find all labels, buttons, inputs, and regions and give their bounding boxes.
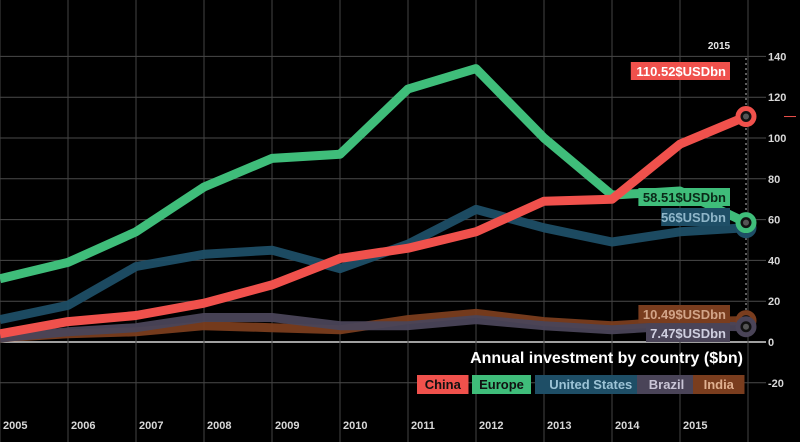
chart-title: Annual investment by country ($bn) xyxy=(470,350,743,367)
end-marker-dot xyxy=(743,323,749,330)
x-tick-label: 2007 xyxy=(139,420,163,432)
x-tick-label: 2011 xyxy=(411,420,435,432)
end-markers: 110.52$USDbn 58.51$USDbn 56$USDbn 7.47$USDb… xyxy=(630,62,796,342)
legend-swatch xyxy=(535,375,647,394)
legend-item-brazil[interactable]: Brazil xyxy=(637,375,696,394)
legend-swatch xyxy=(417,375,469,394)
legend-item-india[interactable]: India xyxy=(693,375,745,394)
legend-label: China xyxy=(425,377,462,392)
y-tick-label: 20 xyxy=(768,296,780,308)
end-marker-dot xyxy=(743,219,749,226)
end-label-europe: 58.51$USDbn xyxy=(638,188,730,206)
series-line-china xyxy=(0,112,748,339)
x-tick-label: 2005 xyxy=(3,420,27,432)
series-line-europe xyxy=(0,64,748,284)
end-label-bg xyxy=(630,62,730,80)
end-marker-dot xyxy=(743,113,749,120)
end-label-text: 110.52$USDbn xyxy=(636,64,726,79)
y-tick-label: 100 xyxy=(768,133,786,145)
legend-swatch xyxy=(637,375,696,394)
legend-label: Europe xyxy=(479,377,524,392)
legend-item-united-states[interactable]: United States xyxy=(535,375,647,394)
end-label-bg xyxy=(638,305,730,323)
y-tick-label: 120 xyxy=(768,92,786,104)
series-line-brazil xyxy=(0,313,747,343)
end-label-text: 58.51$USDbn xyxy=(643,190,726,205)
end-label-bg xyxy=(661,208,730,226)
x-tick-label: 2009 xyxy=(275,420,299,432)
x-tick-label: 2013 xyxy=(547,420,571,432)
y-tick-label: 40 xyxy=(768,255,780,267)
legend: China Europe United States Brazil India xyxy=(417,375,745,394)
legend-item-europe[interactable]: Europe xyxy=(472,375,531,394)
y-tick-label: 80 xyxy=(768,174,780,186)
legend-label: United States xyxy=(549,377,632,392)
x-tick-label: 2006 xyxy=(71,420,95,432)
end-label-united-states: 56$USDbn xyxy=(661,208,730,226)
end-label-india: 10.49$USDbn xyxy=(638,305,730,323)
end-label-brazil: 7.47$USDbn xyxy=(646,324,730,342)
x-tick-label: 2014 xyxy=(615,420,640,432)
legend-label: Brazil xyxy=(649,377,684,392)
x-tick-label: 2015 xyxy=(683,420,707,432)
y-tick-label: 0 xyxy=(768,337,774,349)
x-tick-label: 2010 xyxy=(343,420,367,432)
y-tick-label: 140 xyxy=(768,51,786,63)
legend-item-china[interactable]: China xyxy=(417,375,469,394)
end-label-text: 10.49$USDbn xyxy=(643,307,726,322)
end-label-text: 56$USDbn xyxy=(661,210,726,225)
end-label-bg xyxy=(638,188,730,206)
y-tick-label: 60 xyxy=(768,215,780,227)
y-tick-label: -20 xyxy=(768,378,784,390)
end-label-bg xyxy=(646,324,730,342)
series-layer xyxy=(0,64,748,343)
legend-swatch xyxy=(693,375,745,394)
legend-label: India xyxy=(704,377,735,392)
legend-swatch xyxy=(472,375,531,394)
x-tick-label: 2008 xyxy=(207,420,231,432)
x-tick-label: 2012 xyxy=(479,420,503,432)
series-line-united-states xyxy=(0,204,747,325)
end-label-text: 7.47$USDbn xyxy=(650,326,726,341)
end-label-china: 110.52$USDbn xyxy=(630,62,730,80)
highlight-year-label: 2015 xyxy=(708,41,731,52)
